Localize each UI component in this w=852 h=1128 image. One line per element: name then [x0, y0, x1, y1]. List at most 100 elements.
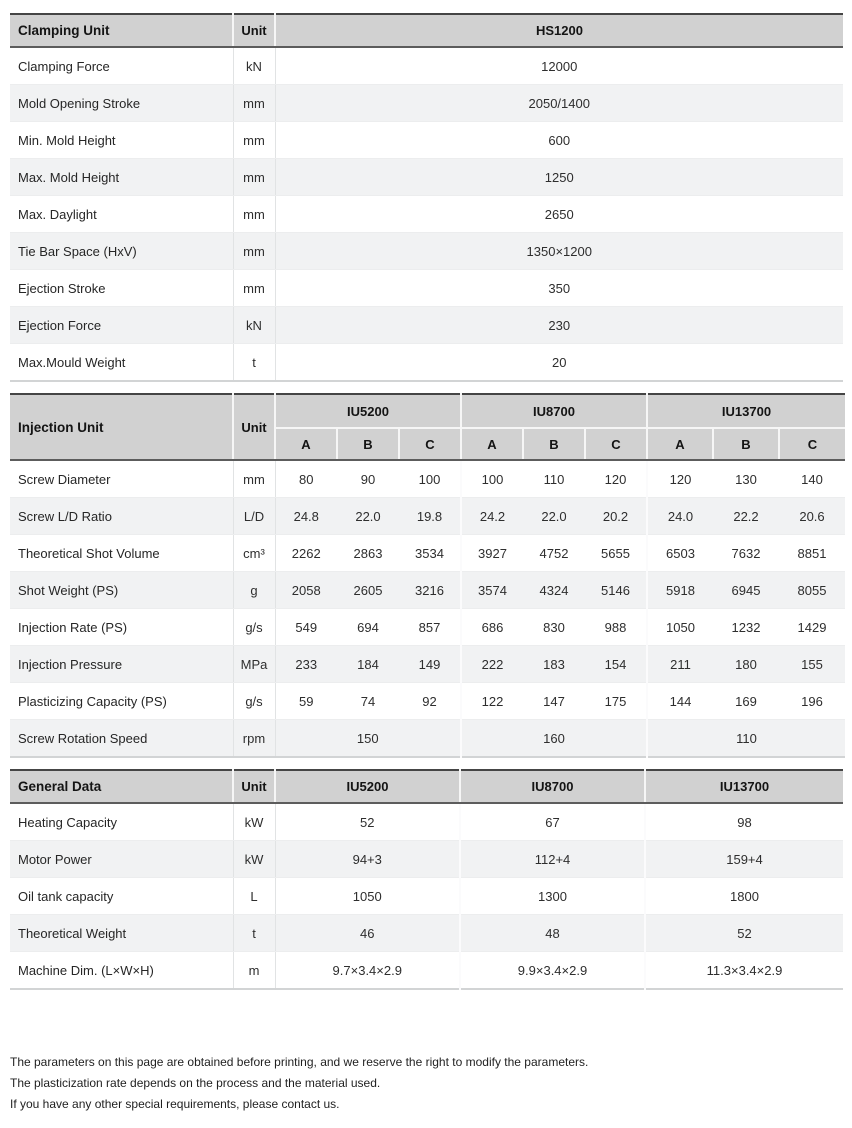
row-value: 1350×1200 [275, 232, 843, 270]
footnote-line: The plasticization rate depends on the p… [10, 1076, 381, 1090]
table-row: Motor Power kW 94+3 112+4 159+4 [10, 840, 843, 878]
row-value: 120 [646, 460, 713, 498]
row-value: 90 [337, 460, 399, 498]
table-row: Min. Mold Height mm 600 [10, 121, 843, 159]
row-unit: mm [232, 158, 276, 196]
row-label: Screw Rotation Speed [10, 719, 233, 758]
subcolumn-header-a: A [274, 428, 337, 461]
table-row: Ejection Force kN 230 [10, 306, 843, 344]
subcolumn-header-row: A B C A B C A B C [10, 428, 845, 461]
row-value: 2262 [275, 534, 337, 572]
table-title: General Data [10, 770, 233, 804]
row-unit: m [232, 951, 276, 990]
row-unit: L/D [232, 497, 276, 535]
table-title: Injection Unit [10, 394, 233, 461]
row-unit: g [232, 571, 276, 609]
row-value: 150 [275, 719, 461, 758]
row-value: 122 [460, 682, 523, 720]
row-value: 46 [275, 914, 460, 952]
row-value: 211 [646, 645, 713, 683]
row-unit: g/s [232, 608, 276, 646]
row-value: 6503 [646, 534, 713, 572]
row-value: 5918 [646, 571, 713, 609]
unit-column-header: Unit [232, 14, 275, 48]
subcolumn-header-b: B [522, 428, 585, 461]
row-label: Motor Power [10, 840, 233, 878]
row-value: 149 [399, 645, 461, 683]
row-label: Ejection Stroke [10, 269, 233, 307]
clamping-table-body: Clamping Force kN 12000 Mold Opening Stroke… [10, 47, 843, 382]
row-label: Shot Weight (PS) [10, 571, 233, 609]
row-label: Theoretical Shot Volume [10, 534, 233, 572]
row-value: 20.6 [779, 497, 845, 535]
row-value: 4324 [523, 571, 585, 609]
row-value: 24.2 [460, 497, 523, 535]
row-value: 3927 [460, 534, 523, 572]
row-value: 20.2 [585, 497, 647, 535]
row-value: 110 [646, 719, 845, 758]
row-value: 1300 [459, 877, 645, 915]
row-value: 1250 [275, 158, 843, 196]
row-label: Min. Mold Height [10, 121, 233, 159]
footnote-line: If you have any other special requiremen… [10, 1097, 340, 1111]
row-value: 7632 [713, 534, 779, 572]
row-value: 155 [779, 645, 845, 683]
subcolumn-header-b: B [336, 428, 399, 461]
group-header-iu13700: IU13700 [646, 394, 845, 429]
row-unit: kW [232, 803, 276, 841]
row-label: Screw L/D Ratio [10, 497, 233, 535]
row-unit: mm [232, 121, 276, 159]
row-value: 52 [275, 803, 460, 841]
row-value: 233 [275, 645, 337, 683]
row-unit: mm [232, 269, 276, 307]
row-value: 169 [713, 682, 779, 720]
row-value: 12000 [275, 47, 843, 85]
row-value: 549 [275, 608, 337, 646]
unit-column-header: Unit [232, 394, 275, 461]
row-label: Plasticizing Capacity (PS) [10, 682, 233, 720]
row-value: 694 [337, 608, 399, 646]
unit-column-header: Unit [232, 770, 275, 804]
row-value: 110 [523, 460, 585, 498]
row-label: Max. Daylight [10, 195, 233, 233]
row-value: 4752 [523, 534, 585, 572]
table-row: Shot Weight (PS) g 2058 2605 3216 3574 4324 514… [10, 571, 845, 609]
row-value: 2605 [337, 571, 399, 609]
row-value: 24.0 [646, 497, 713, 535]
row-label: Max.Mould Weight [10, 343, 233, 382]
row-value: 92 [399, 682, 461, 720]
clamping-table: Clamping Unit Unit HS1200 Clamping Force… [10, 13, 843, 382]
table-row: Oil tank capacity L 1050 1300 1800 [10, 877, 843, 915]
table-row: Theoretical Weight t 46 48 52 [10, 914, 843, 952]
model-column-header: HS1200 [274, 14, 843, 48]
injection-table-body: Screw Diameter mm 80 90 100 100 110 120 120 130 14… [10, 460, 845, 758]
row-unit: rpm [232, 719, 276, 758]
row-unit: g/s [232, 682, 276, 720]
row-unit: kN [232, 306, 276, 344]
group-header-iu5200: IU5200 [274, 394, 461, 429]
row-value: 3216 [399, 571, 461, 609]
row-label: Injection Pressure [10, 645, 233, 683]
row-value: 130 [713, 460, 779, 498]
table-row: Max.Mould Weight t 20 [10, 343, 843, 382]
footnotes: The parameters on this page are obtained… [10, 1052, 843, 1115]
row-value: 5655 [585, 534, 647, 572]
row-value: 100 [399, 460, 461, 498]
injection-table: Injection Unit Unit IU5200 IU8700 IU1370… [10, 393, 845, 758]
row-value: 3574 [460, 571, 523, 609]
row-unit: mm [232, 84, 276, 122]
row-label: Screw Diameter [10, 460, 233, 498]
row-value: 67 [459, 803, 645, 841]
row-unit: mm [232, 460, 276, 498]
row-unit: mm [232, 232, 276, 270]
table-row: Heating Capacity kW 52 67 98 [10, 803, 843, 841]
table-row: Ejection Stroke mm 350 [10, 269, 843, 307]
row-unit: MPa [232, 645, 276, 683]
row-value: 22.0 [523, 497, 585, 535]
row-value: 6945 [713, 571, 779, 609]
row-value: 144 [646, 682, 713, 720]
table-row: Screw Rotation Speed rpm 150 160 110 [10, 719, 845, 758]
row-unit: kW [232, 840, 276, 878]
row-value: 222 [460, 645, 523, 683]
